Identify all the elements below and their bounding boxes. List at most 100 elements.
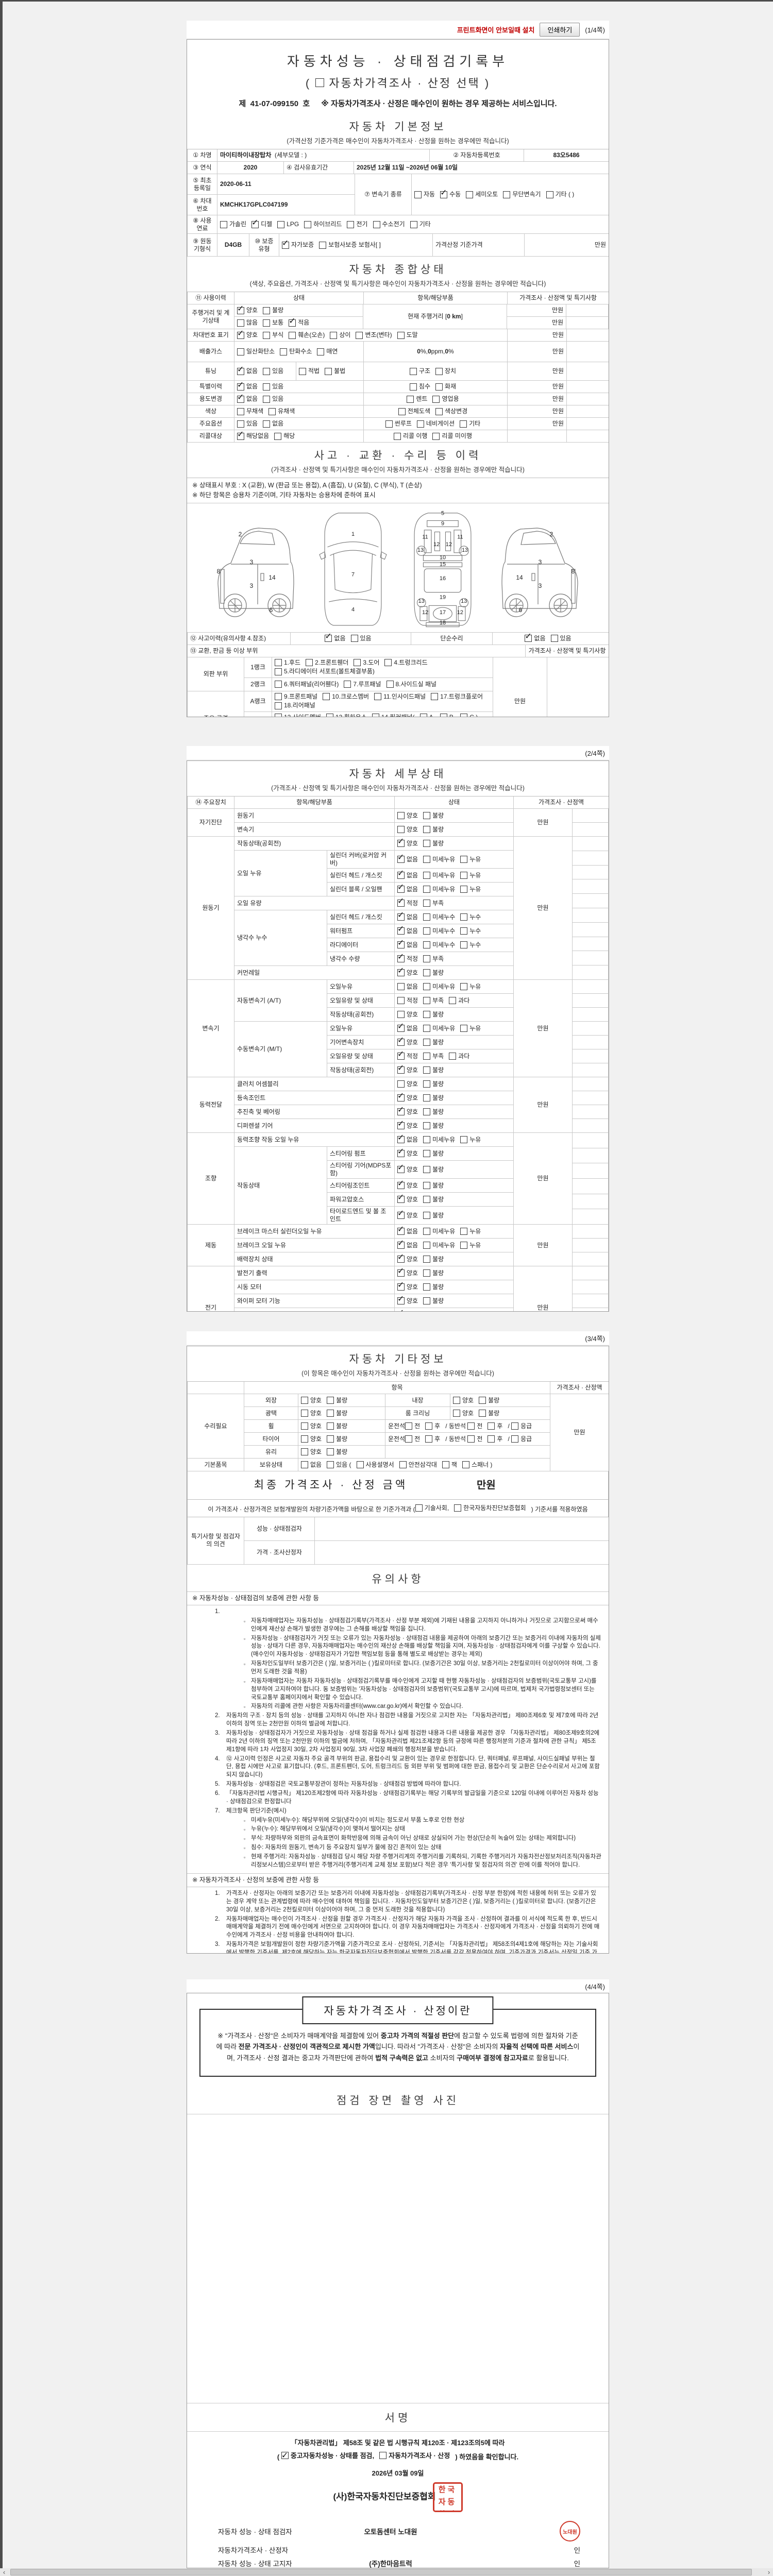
scrollbar-thumb[interactable] xyxy=(10,2569,752,2575)
checkbox-unchecked xyxy=(275,668,282,675)
item-label: 스티어링 펌프 xyxy=(330,1149,366,1157)
seal-placeholder: 인 xyxy=(574,2560,580,2568)
cell: 만원 xyxy=(514,1266,573,1311)
device-group-label: 조향 xyxy=(205,1175,217,1182)
checkbox-checked xyxy=(397,1308,404,1311)
checkbox-unchecked xyxy=(423,1053,431,1060)
item-text: 「자동차관리법 시행규칙」 제120조제2항에 따라 자동차성능 · 상태점검기… xyxy=(226,1790,599,1805)
option-label: 누유 xyxy=(469,855,481,863)
cell: 원동기 xyxy=(234,809,395,823)
cell: 튜닝 xyxy=(188,362,234,381)
price-unit: 만원 xyxy=(552,348,564,355)
cell xyxy=(188,1382,244,1394)
cell xyxy=(567,329,609,342)
association-line: (사)한국자동차진단보증협회한국자동차진단보증협회인 xyxy=(187,2482,609,2513)
option-label: 불량 xyxy=(336,1409,348,1417)
scroll-right-arrow[interactable]: › xyxy=(767,2568,770,2576)
checkbox-unchecked xyxy=(435,383,443,391)
checkbox-unchecked xyxy=(423,955,431,962)
checkbox-unchecked xyxy=(423,1311,430,1312)
option-label: 양호 xyxy=(407,1122,418,1129)
checkbox-unchecked xyxy=(301,1461,308,1468)
cell: ③ 연식 xyxy=(188,162,217,174)
checkbox-unchecked xyxy=(237,319,244,327)
option-label: 양호 xyxy=(407,1066,418,1074)
option-label: 양호 xyxy=(310,1409,322,1417)
checkbox-unchecked xyxy=(460,983,468,990)
checkbox-unchecked xyxy=(423,1256,431,1263)
cell xyxy=(573,908,609,923)
option-label: 10.크로스멤버 xyxy=(332,692,369,700)
checkbox-checked xyxy=(397,1280,405,1291)
checkbox-unchecked xyxy=(301,1422,308,1430)
checkbox-checked xyxy=(397,1022,405,1032)
subgroup-label: 작동상태 xyxy=(237,1181,260,1189)
subgroup-label: 수동변속기 (M/T) xyxy=(237,1045,282,1053)
column-header: 가격조사 · 산정액 및 특기사항 xyxy=(528,647,606,654)
checkbox-unchecked xyxy=(419,714,427,717)
cell: 만원 xyxy=(514,837,573,980)
option-label: 없음 xyxy=(272,420,284,427)
checkbox-unchecked xyxy=(423,1011,431,1018)
install-notice[interactable]: 프린트화면이 안보일때 설치 xyxy=(457,26,535,34)
item-label: 등속조인트 xyxy=(237,1094,266,1101)
field-label: ⑩ 보증 유형 xyxy=(255,237,274,252)
checkbox-unchecked xyxy=(306,659,313,667)
cell: 없음 미세누유 누유 xyxy=(395,851,514,869)
print-button[interactable]: 인쇄하기 xyxy=(540,22,580,37)
cell: 룸 크리닝 xyxy=(385,1407,450,1420)
cell xyxy=(566,304,609,317)
cell: 적정 부족 과다 xyxy=(395,994,514,1008)
checkbox-unchecked xyxy=(263,307,271,314)
cell xyxy=(573,1049,609,1063)
cell xyxy=(573,980,609,994)
option-label: 과다 xyxy=(458,996,470,1004)
item-label: 오일누유 xyxy=(330,982,353,990)
horizontal-scrollbar[interactable]: ‹ › xyxy=(0,2568,773,2576)
page-marker-1: (1/4쪽) xyxy=(585,26,605,34)
cell xyxy=(573,1266,609,1280)
checkbox-checked xyxy=(397,1209,405,1219)
checkbox-checked xyxy=(397,966,405,976)
label: / xyxy=(508,1422,510,1430)
option-label: 양호 xyxy=(407,1283,418,1291)
option-label: C ) xyxy=(469,713,478,717)
rank-label: 2랭크 xyxy=(250,680,265,688)
checkbox-unchecked xyxy=(511,1422,519,1430)
scroll-left-arrow[interactable]: ‹ xyxy=(3,2568,6,2576)
cell: 수리필요 xyxy=(188,1394,244,1459)
text: 입니다. 따라서 "가격조사 · 산정"은 소비자의 xyxy=(375,2043,500,2051)
option-label: 양호 xyxy=(407,811,418,819)
checkbox-unchecked xyxy=(301,1435,308,1443)
panel-number: 15 xyxy=(440,561,446,567)
option-label: 무단변속기 xyxy=(512,191,541,198)
notice-bullet: ▫ 미세누유(미세누수): 해당부위에 오일(냉각수)이 비치는 정도로서 부품 … xyxy=(187,1816,609,1825)
cell: 양호 불량 xyxy=(395,1105,514,1119)
option-label: 1.후드 xyxy=(284,658,301,666)
scrollbar-track[interactable] xyxy=(8,2568,765,2576)
checkbox-checked xyxy=(397,1266,405,1277)
option-label: 영업용 xyxy=(442,395,459,402)
option-label: 매연 xyxy=(326,348,338,355)
option-label: 누유 xyxy=(469,885,481,893)
cell: 만원 xyxy=(514,980,573,1077)
device-group-label: 전기 xyxy=(205,1304,217,1311)
basic-info-table: ① 차명 마이티하이내장탑차 (세부모델 : ) ② 자동차등록번호 83오5486 ③… xyxy=(187,149,609,257)
overall-state-table: ⑪ 사용이력 상태 항목/해당부품 가격조사 · 산정액 및 특기사항 주행거리 및 계… xyxy=(187,292,609,443)
price-unit: 만원 xyxy=(552,367,564,375)
cell: 양호 불량 xyxy=(395,1036,514,1049)
cell: 0 %, 0 ppm, 0 % xyxy=(364,342,508,362)
label: 운전석 xyxy=(388,1422,406,1430)
panel-number: 6 xyxy=(519,606,523,614)
column-header: 가격조사 · 산정액 xyxy=(557,1384,602,1391)
cell: 오일 누유 xyxy=(234,851,327,896)
option-label: 불량 xyxy=(432,825,444,833)
option-label: 불량 xyxy=(432,1149,444,1157)
checkbox-unchecked xyxy=(460,886,468,893)
car-side-left-view: 2 8 3 3 14 6 xyxy=(217,527,294,617)
checkbox-unchecked xyxy=(398,408,406,415)
checkbox-unchecked xyxy=(453,1397,460,1404)
checkbox-checked xyxy=(237,329,244,339)
panel-number: 13 xyxy=(418,598,425,604)
cell xyxy=(573,1077,609,1091)
